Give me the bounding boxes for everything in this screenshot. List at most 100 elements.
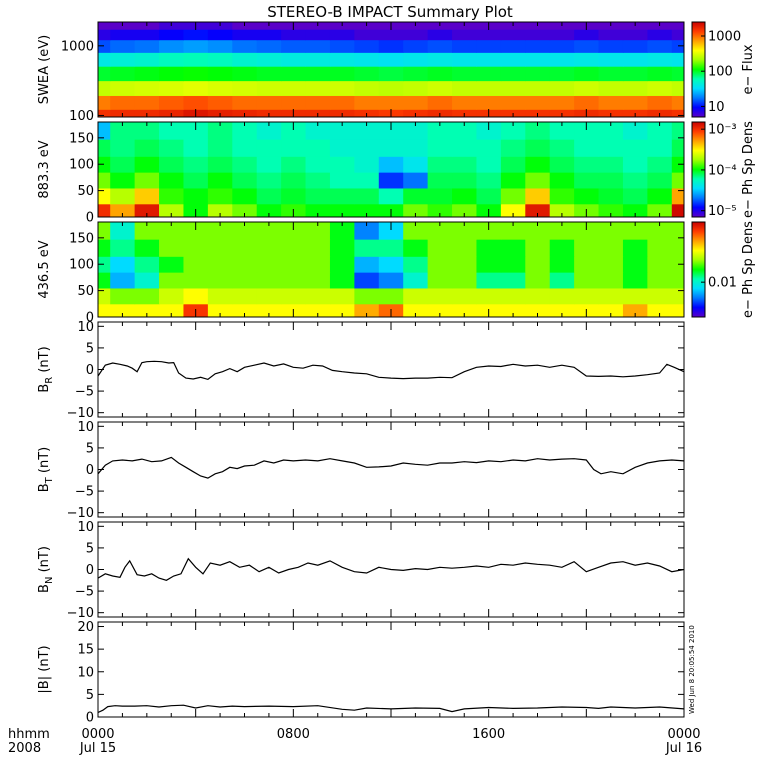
panel-2-colorbar-label: e− Ph Sp Dens (741, 221, 756, 318)
panel-2-cell (476, 287, 502, 305)
panel-0-colorbar-tick-label: 100 (708, 65, 733, 80)
panel-1-cell (159, 139, 184, 157)
panel-3: −10 −5 0 5 10 BR (nT) (37, 320, 685, 421)
panel-0-cell (378, 80, 404, 96)
panel-2-cell (110, 239, 136, 257)
panel-2-cell (159, 303, 184, 317)
panel-1-cell (134, 139, 160, 157)
panel-0-cell (525, 80, 551, 96)
panel-2-cell (378, 239, 404, 257)
panel-1-cell (256, 122, 282, 140)
panel-0-cell (574, 39, 600, 53)
panel-1-ylabel: 883.3 eV (37, 140, 52, 198)
panel-1-cell (549, 156, 575, 173)
panel-0-cell (427, 39, 453, 53)
panel-2-cell (525, 303, 551, 317)
panel-0-cell (598, 52, 624, 67)
panel-1-cell (598, 172, 624, 189)
panel-1-cell (427, 187, 453, 205)
panel-1-cell (500, 203, 526, 217)
panel-1-cell (354, 122, 380, 140)
panel-2-cell (281, 222, 307, 240)
panel-1-cell (525, 203, 551, 217)
panel-0-cell (500, 66, 526, 82)
panel-6-ylabel-unit: (nT) (37, 645, 52, 675)
panel-3-ylabel-symbol: B (37, 384, 52, 393)
panel-2-cell (354, 239, 380, 257)
panel-0-cell (281, 52, 307, 67)
panel-2-cell (549, 272, 575, 289)
panel-1-cell (525, 139, 551, 157)
panel-2-cell (281, 239, 307, 257)
panel-0-cell (232, 39, 258, 53)
panel-1-cell (622, 139, 648, 157)
panel-2-cell (403, 256, 429, 273)
panel-2-cell (305, 303, 331, 317)
panel-2-cell (98, 272, 111, 289)
panel-1-cell (622, 122, 648, 140)
panel-2-cell (329, 272, 355, 289)
panel-0-cell (403, 80, 429, 96)
panel-1-cell (378, 187, 404, 205)
panel-2-cell (598, 303, 624, 317)
panel-2-cell (378, 272, 404, 289)
panel-1-cell (598, 122, 624, 140)
panel-0-cell (281, 95, 307, 110)
panel-2-cell (281, 256, 307, 273)
panel-1-cell (281, 172, 307, 189)
panel-2-cell (622, 287, 648, 305)
panel-0-cell (232, 80, 258, 96)
panel-1-cell (207, 139, 233, 157)
panel-2-cell (598, 239, 624, 257)
panel-1-cell (671, 156, 684, 173)
panel-1-cell (403, 203, 429, 217)
panel-2-cell (183, 287, 209, 305)
panel-0-cell (183, 39, 209, 53)
panel-0-cell (281, 39, 307, 53)
panel-2-cell (110, 287, 136, 305)
panel-0-cell (403, 95, 429, 110)
panel-1-ytick-label: 150 (69, 131, 94, 146)
panel-3-series-line (97, 360, 685, 381)
panel-5-series-line (97, 557, 685, 581)
panel-1-cell (232, 203, 258, 217)
panel-2-cell (622, 272, 648, 289)
panel-1-cell (427, 122, 453, 140)
panel-1-cell (329, 122, 355, 140)
panel-2-cell (549, 222, 575, 240)
generation-timestamp: Wed Jun 8 20:05:54 2010 (688, 625, 696, 714)
panel-0-cell (671, 29, 684, 41)
panel-0-cell (159, 95, 184, 110)
panel-0-cell (427, 95, 453, 110)
panel-2-cell (134, 287, 160, 305)
panel-1-cell (549, 172, 575, 189)
panel-4-ylabel: BT (nT) (37, 447, 55, 493)
time-axis-label-hhmm: hhmm (8, 727, 50, 742)
panel-1-cell (452, 187, 477, 205)
panel-0-cell (110, 95, 136, 110)
panel-6-ytick-label: 0 (86, 711, 94, 726)
panel-2-cell (98, 287, 111, 305)
panel-1-colorbar-tick-label: 10⁻⁴ (708, 163, 737, 178)
panel-1-cell (281, 122, 307, 140)
panel-2-cell (574, 222, 600, 240)
panel-2-cell (110, 303, 136, 317)
panel-0-cell (134, 29, 160, 41)
panel-2-cell (671, 222, 684, 240)
panel-1-cell (598, 203, 624, 217)
panel-2-cell (476, 239, 502, 257)
panel-2-cell (598, 256, 624, 273)
panel-0-cell (207, 29, 233, 41)
panel-1-cell (183, 187, 209, 205)
panel-2-cell (647, 287, 673, 305)
panel-6-frame (97, 621, 685, 718)
panel-6-ylabel: |B| (nT) (37, 645, 52, 693)
panel-0-ytick-label: 1000 (61, 39, 94, 54)
panel-0-cell (256, 39, 282, 53)
panel-3-ylabel-subscript: R (44, 377, 55, 384)
panel-1-cell (378, 122, 404, 140)
panel-0-cell (281, 29, 307, 41)
panel-1-cell (549, 187, 575, 205)
panel-0-ylabel: SWEA (eV) (37, 35, 52, 104)
panel-5-ylabel: BN (nT) (37, 546, 55, 593)
